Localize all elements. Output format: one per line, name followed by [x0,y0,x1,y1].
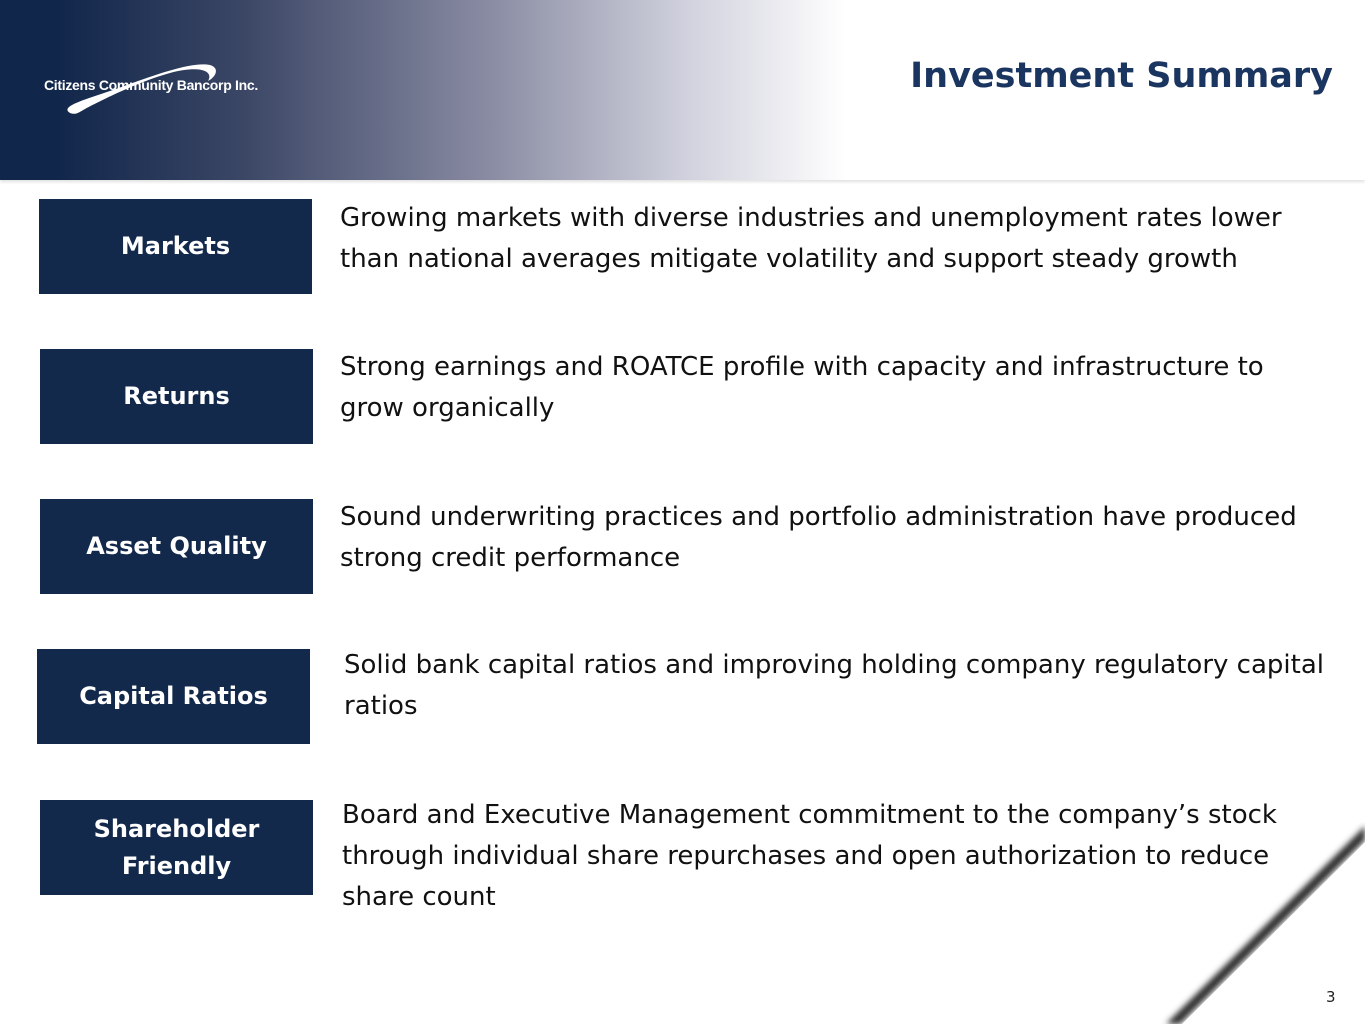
label-box-capital-ratios: Capital Ratios [37,649,310,744]
label-box-returns: Returns [40,349,313,444]
page-number: 3 [1326,988,1336,1006]
description-asset-quality: Sound underwriting practices and portfol… [340,502,1297,573]
label-box-shareholder-friendly: Shareholder Friendly [40,800,313,895]
logo-text: Citizens Community Bancorp Inc. [44,77,258,93]
description-capital-ratios: Solid bank capital ratios and improving … [344,650,1324,721]
description-returns: Strong earnings and ROATCE profile with … [340,352,1264,423]
label-box-markets: Markets [39,199,312,294]
header-banner: Citizens Community Bancorp Inc. Investme… [0,0,1365,180]
swoosh-icon [67,64,216,114]
page-title: Investment Summary [910,56,1333,96]
description-markets: Growing markets with diverse industries … [340,203,1282,274]
description-shareholder-friendly: Board and Executive Management commitmen… [342,800,1277,912]
company-logo: Citizens Community Bancorp Inc. [40,55,270,125]
label-box-asset-quality: Asset Quality [40,499,313,594]
